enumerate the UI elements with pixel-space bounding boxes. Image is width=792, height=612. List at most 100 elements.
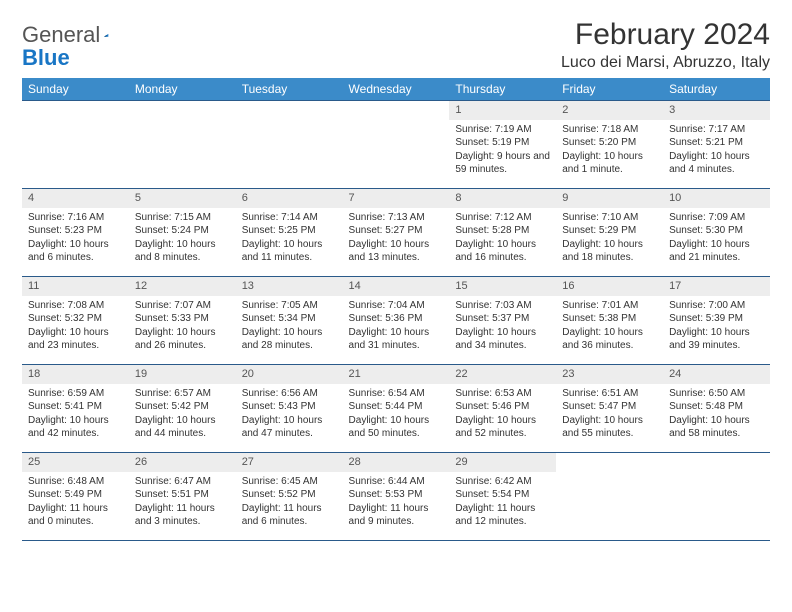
day-number: 16: [556, 277, 663, 296]
daylight-text: Daylight: 11 hours and 3 minutes.: [135, 502, 230, 529]
sunset-text: Sunset: 5:30 PM: [669, 224, 764, 238]
month-title: February 2024: [561, 18, 770, 52]
logo-triangle-icon: [104, 25, 108, 45]
calendar-day-cell: 7Sunrise: 7:13 AMSunset: 5:27 PMDaylight…: [343, 189, 450, 277]
day-details: Sunrise: 6:48 AMSunset: 5:49 PMDaylight:…: [22, 472, 129, 533]
calendar-day-cell: ..: [663, 453, 770, 541]
daylight-text: Daylight: 11 hours and 12 minutes.: [455, 502, 550, 529]
day-number: 29: [449, 453, 556, 472]
sunrise-text: Sunrise: 6:47 AM: [135, 475, 230, 489]
sunset-text: Sunset: 5:25 PM: [242, 224, 337, 238]
calendar-day-cell: 28Sunrise: 6:44 AMSunset: 5:53 PMDayligh…: [343, 453, 450, 541]
day-number: 9: [556, 189, 663, 208]
sunrise-text: Sunrise: 7:17 AM: [669, 123, 764, 137]
calendar-day-cell: 5Sunrise: 7:15 AMSunset: 5:24 PMDaylight…: [129, 189, 236, 277]
sunrise-text: Sunrise: 7:19 AM: [455, 123, 550, 137]
sunset-text: Sunset: 5:28 PM: [455, 224, 550, 238]
calendar-week-row: 18Sunrise: 6:59 AMSunset: 5:41 PMDayligh…: [22, 365, 770, 453]
day-number: 19: [129, 365, 236, 384]
day-number: 27: [236, 453, 343, 472]
sunrise-text: Sunrise: 7:04 AM: [349, 299, 444, 313]
day-details: Sunrise: 6:47 AMSunset: 5:51 PMDaylight:…: [129, 472, 236, 533]
calendar-day-cell: 23Sunrise: 6:51 AMSunset: 5:47 PMDayligh…: [556, 365, 663, 453]
day-number: 21: [343, 365, 450, 384]
day-details: Sunrise: 7:00 AMSunset: 5:39 PMDaylight:…: [663, 296, 770, 357]
day-details: Sunrise: 6:56 AMSunset: 5:43 PMDaylight:…: [236, 384, 343, 445]
day-details: Sunrise: 7:14 AMSunset: 5:25 PMDaylight:…: [236, 208, 343, 269]
sunset-text: Sunset: 5:23 PM: [28, 224, 123, 238]
sunrise-text: Sunrise: 6:56 AM: [242, 387, 337, 401]
sunset-text: Sunset: 5:33 PM: [135, 312, 230, 326]
weekday-header: Wednesday: [343, 78, 450, 101]
sunrise-text: Sunrise: 6:50 AM: [669, 387, 764, 401]
day-number: 2: [556, 101, 663, 120]
sunrise-text: Sunrise: 7:07 AM: [135, 299, 230, 313]
sunrise-text: Sunrise: 7:08 AM: [28, 299, 123, 313]
calendar-day-cell: 22Sunrise: 6:53 AMSunset: 5:46 PMDayligh…: [449, 365, 556, 453]
day-details: Sunrise: 7:03 AMSunset: 5:37 PMDaylight:…: [449, 296, 556, 357]
sunset-text: Sunset: 5:48 PM: [669, 400, 764, 414]
weekday-header: Sunday: [22, 78, 129, 101]
calendar-day-cell: ..: [129, 101, 236, 189]
sunset-text: Sunset: 5:44 PM: [349, 400, 444, 414]
daylight-text: Daylight: 10 hours and 26 minutes.: [135, 326, 230, 353]
daylight-text: Daylight: 10 hours and 13 minutes.: [349, 238, 444, 265]
calendar-day-cell: 9Sunrise: 7:10 AMSunset: 5:29 PMDaylight…: [556, 189, 663, 277]
daylight-text: Daylight: 10 hours and 42 minutes.: [28, 414, 123, 441]
sunset-text: Sunset: 5:21 PM: [669, 136, 764, 150]
sunset-text: Sunset: 5:42 PM: [135, 400, 230, 414]
calendar-week-row: 25Sunrise: 6:48 AMSunset: 5:49 PMDayligh…: [22, 453, 770, 541]
sunset-text: Sunset: 5:37 PM: [455, 312, 550, 326]
day-details: Sunrise: 6:50 AMSunset: 5:48 PMDaylight:…: [663, 384, 770, 445]
sunset-text: Sunset: 5:19 PM: [455, 136, 550, 150]
sunrise-text: Sunrise: 7:01 AM: [562, 299, 657, 313]
day-details: Sunrise: 6:57 AMSunset: 5:42 PMDaylight:…: [129, 384, 236, 445]
sunset-text: Sunset: 5:43 PM: [242, 400, 337, 414]
calendar-day-cell: 10Sunrise: 7:09 AMSunset: 5:30 PMDayligh…: [663, 189, 770, 277]
daylight-text: Daylight: 10 hours and 31 minutes.: [349, 326, 444, 353]
calendar-day-cell: 14Sunrise: 7:04 AMSunset: 5:36 PMDayligh…: [343, 277, 450, 365]
day-details: Sunrise: 7:01 AMSunset: 5:38 PMDaylight:…: [556, 296, 663, 357]
day-number: 12: [129, 277, 236, 296]
calendar-header-row: SundayMondayTuesdayWednesdayThursdayFrid…: [22, 78, 770, 101]
sunset-text: Sunset: 5:53 PM: [349, 488, 444, 502]
calendar-day-cell: 15Sunrise: 7:03 AMSunset: 5:37 PMDayligh…: [449, 277, 556, 365]
calendar-day-cell: 27Sunrise: 6:45 AMSunset: 5:52 PMDayligh…: [236, 453, 343, 541]
calendar-day-cell: ..: [556, 453, 663, 541]
calendar-day-cell: 20Sunrise: 6:56 AMSunset: 5:43 PMDayligh…: [236, 365, 343, 453]
daylight-text: Daylight: 10 hours and 16 minutes.: [455, 238, 550, 265]
calendar-week-row: 4Sunrise: 7:16 AMSunset: 5:23 PMDaylight…: [22, 189, 770, 277]
daylight-text: Daylight: 10 hours and 21 minutes.: [669, 238, 764, 265]
daylight-text: Daylight: 10 hours and 8 minutes.: [135, 238, 230, 265]
daylight-text: Daylight: 10 hours and 4 minutes.: [669, 150, 764, 177]
day-details: Sunrise: 7:16 AMSunset: 5:23 PMDaylight:…: [22, 208, 129, 269]
calendar-week-row: 11Sunrise: 7:08 AMSunset: 5:32 PMDayligh…: [22, 277, 770, 365]
sunrise-text: Sunrise: 6:57 AM: [135, 387, 230, 401]
day-details: Sunrise: 6:45 AMSunset: 5:52 PMDaylight:…: [236, 472, 343, 533]
day-details: Sunrise: 6:44 AMSunset: 5:53 PMDaylight:…: [343, 472, 450, 533]
day-details: Sunrise: 6:54 AMSunset: 5:44 PMDaylight:…: [343, 384, 450, 445]
sunrise-text: Sunrise: 7:09 AM: [669, 211, 764, 225]
sunset-text: Sunset: 5:38 PM: [562, 312, 657, 326]
day-number: 8: [449, 189, 556, 208]
calendar-day-cell: 17Sunrise: 7:00 AMSunset: 5:39 PMDayligh…: [663, 277, 770, 365]
sunset-text: Sunset: 5:41 PM: [28, 400, 123, 414]
weekday-header: Monday: [129, 78, 236, 101]
daylight-text: Daylight: 10 hours and 58 minutes.: [669, 414, 764, 441]
day-number: 25: [22, 453, 129, 472]
calendar-day-cell: 21Sunrise: 6:54 AMSunset: 5:44 PMDayligh…: [343, 365, 450, 453]
sunrise-text: Sunrise: 6:51 AM: [562, 387, 657, 401]
day-number: 22: [449, 365, 556, 384]
logo-text-blue-wrap: Blue: [22, 45, 70, 71]
day-number: 20: [236, 365, 343, 384]
daylight-text: Daylight: 10 hours and 47 minutes.: [242, 414, 337, 441]
sunset-text: Sunset: 5:39 PM: [669, 312, 764, 326]
sunrise-text: Sunrise: 7:18 AM: [562, 123, 657, 137]
day-number: 1: [449, 101, 556, 120]
sunset-text: Sunset: 5:29 PM: [562, 224, 657, 238]
calendar-day-cell: 3Sunrise: 7:17 AMSunset: 5:21 PMDaylight…: [663, 101, 770, 189]
calendar-day-cell: 8Sunrise: 7:12 AMSunset: 5:28 PMDaylight…: [449, 189, 556, 277]
calendar-week-row: ........1Sunrise: 7:19 AMSunset: 5:19 PM…: [22, 101, 770, 189]
sunrise-text: Sunrise: 6:54 AM: [349, 387, 444, 401]
header: General February 2024 Luco dei Marsi, Ab…: [22, 18, 770, 72]
